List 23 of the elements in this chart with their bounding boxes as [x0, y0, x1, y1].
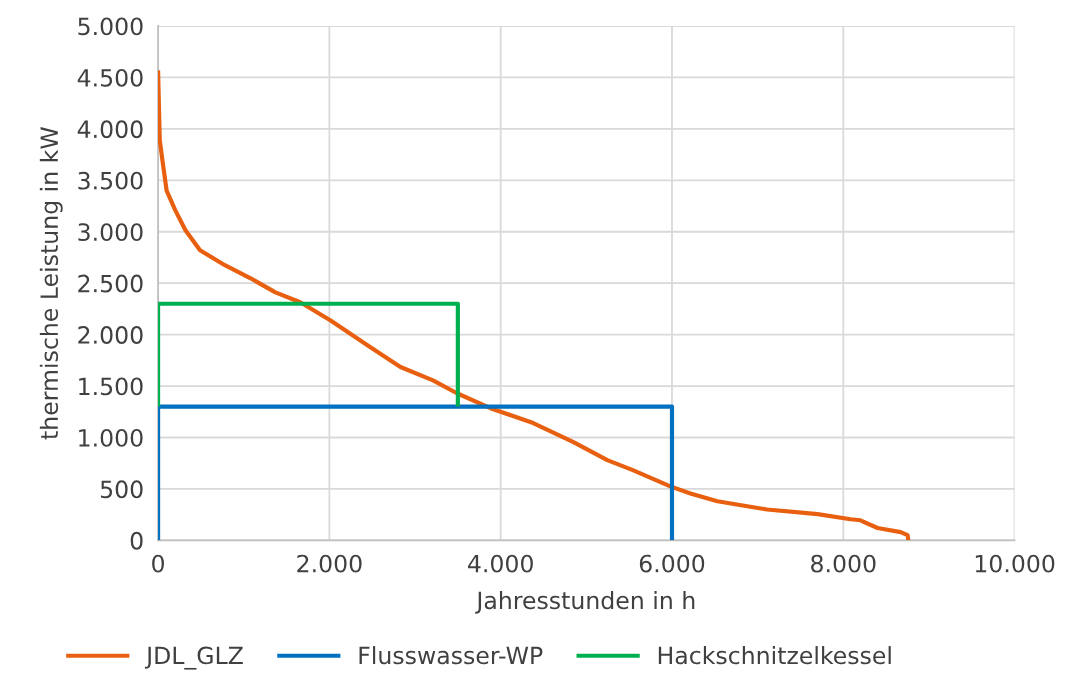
legend-label: Flusswasser-WP: [359, 646, 543, 665]
x-tick-label: 6.000: [639, 554, 705, 573]
y-tick-label: 3.000: [78, 223, 143, 242]
y-tick-label: 1.000: [79, 428, 143, 447]
y-tick-label: 500: [100, 480, 143, 499]
legend-label: JDL_GLZ: [144, 646, 243, 670]
x-tick-label: 8.000: [811, 554, 876, 573]
x-axis-title: Jahresstunden in h: [475, 590, 695, 614]
y-tick-label: 5.000: [78, 17, 143, 36]
y-tick-label: 4.000: [77, 120, 143, 139]
legend-label: Hackschnitzelkessel: [658, 646, 891, 665]
y-tick-label: 4.500: [77, 68, 143, 87]
line-series: [158, 68, 911, 541]
x-tick-label: 2.000: [297, 554, 362, 573]
y-tick-label: 0: [130, 531, 143, 550]
x-tick-label: 0: [152, 554, 165, 573]
x-tick-label: 4.000: [468, 554, 533, 573]
y-tick-label: 2.500: [78, 274, 143, 293]
y-tick-label: 2.000: [78, 326, 143, 344]
y-tick-label: 1.500: [79, 377, 143, 396]
x-tick-label: 10.000: [975, 554, 1055, 573]
y-tick-label: 3.500: [78, 171, 143, 190]
y-axis-title: thermische Leistung in kW: [39, 127, 63, 440]
